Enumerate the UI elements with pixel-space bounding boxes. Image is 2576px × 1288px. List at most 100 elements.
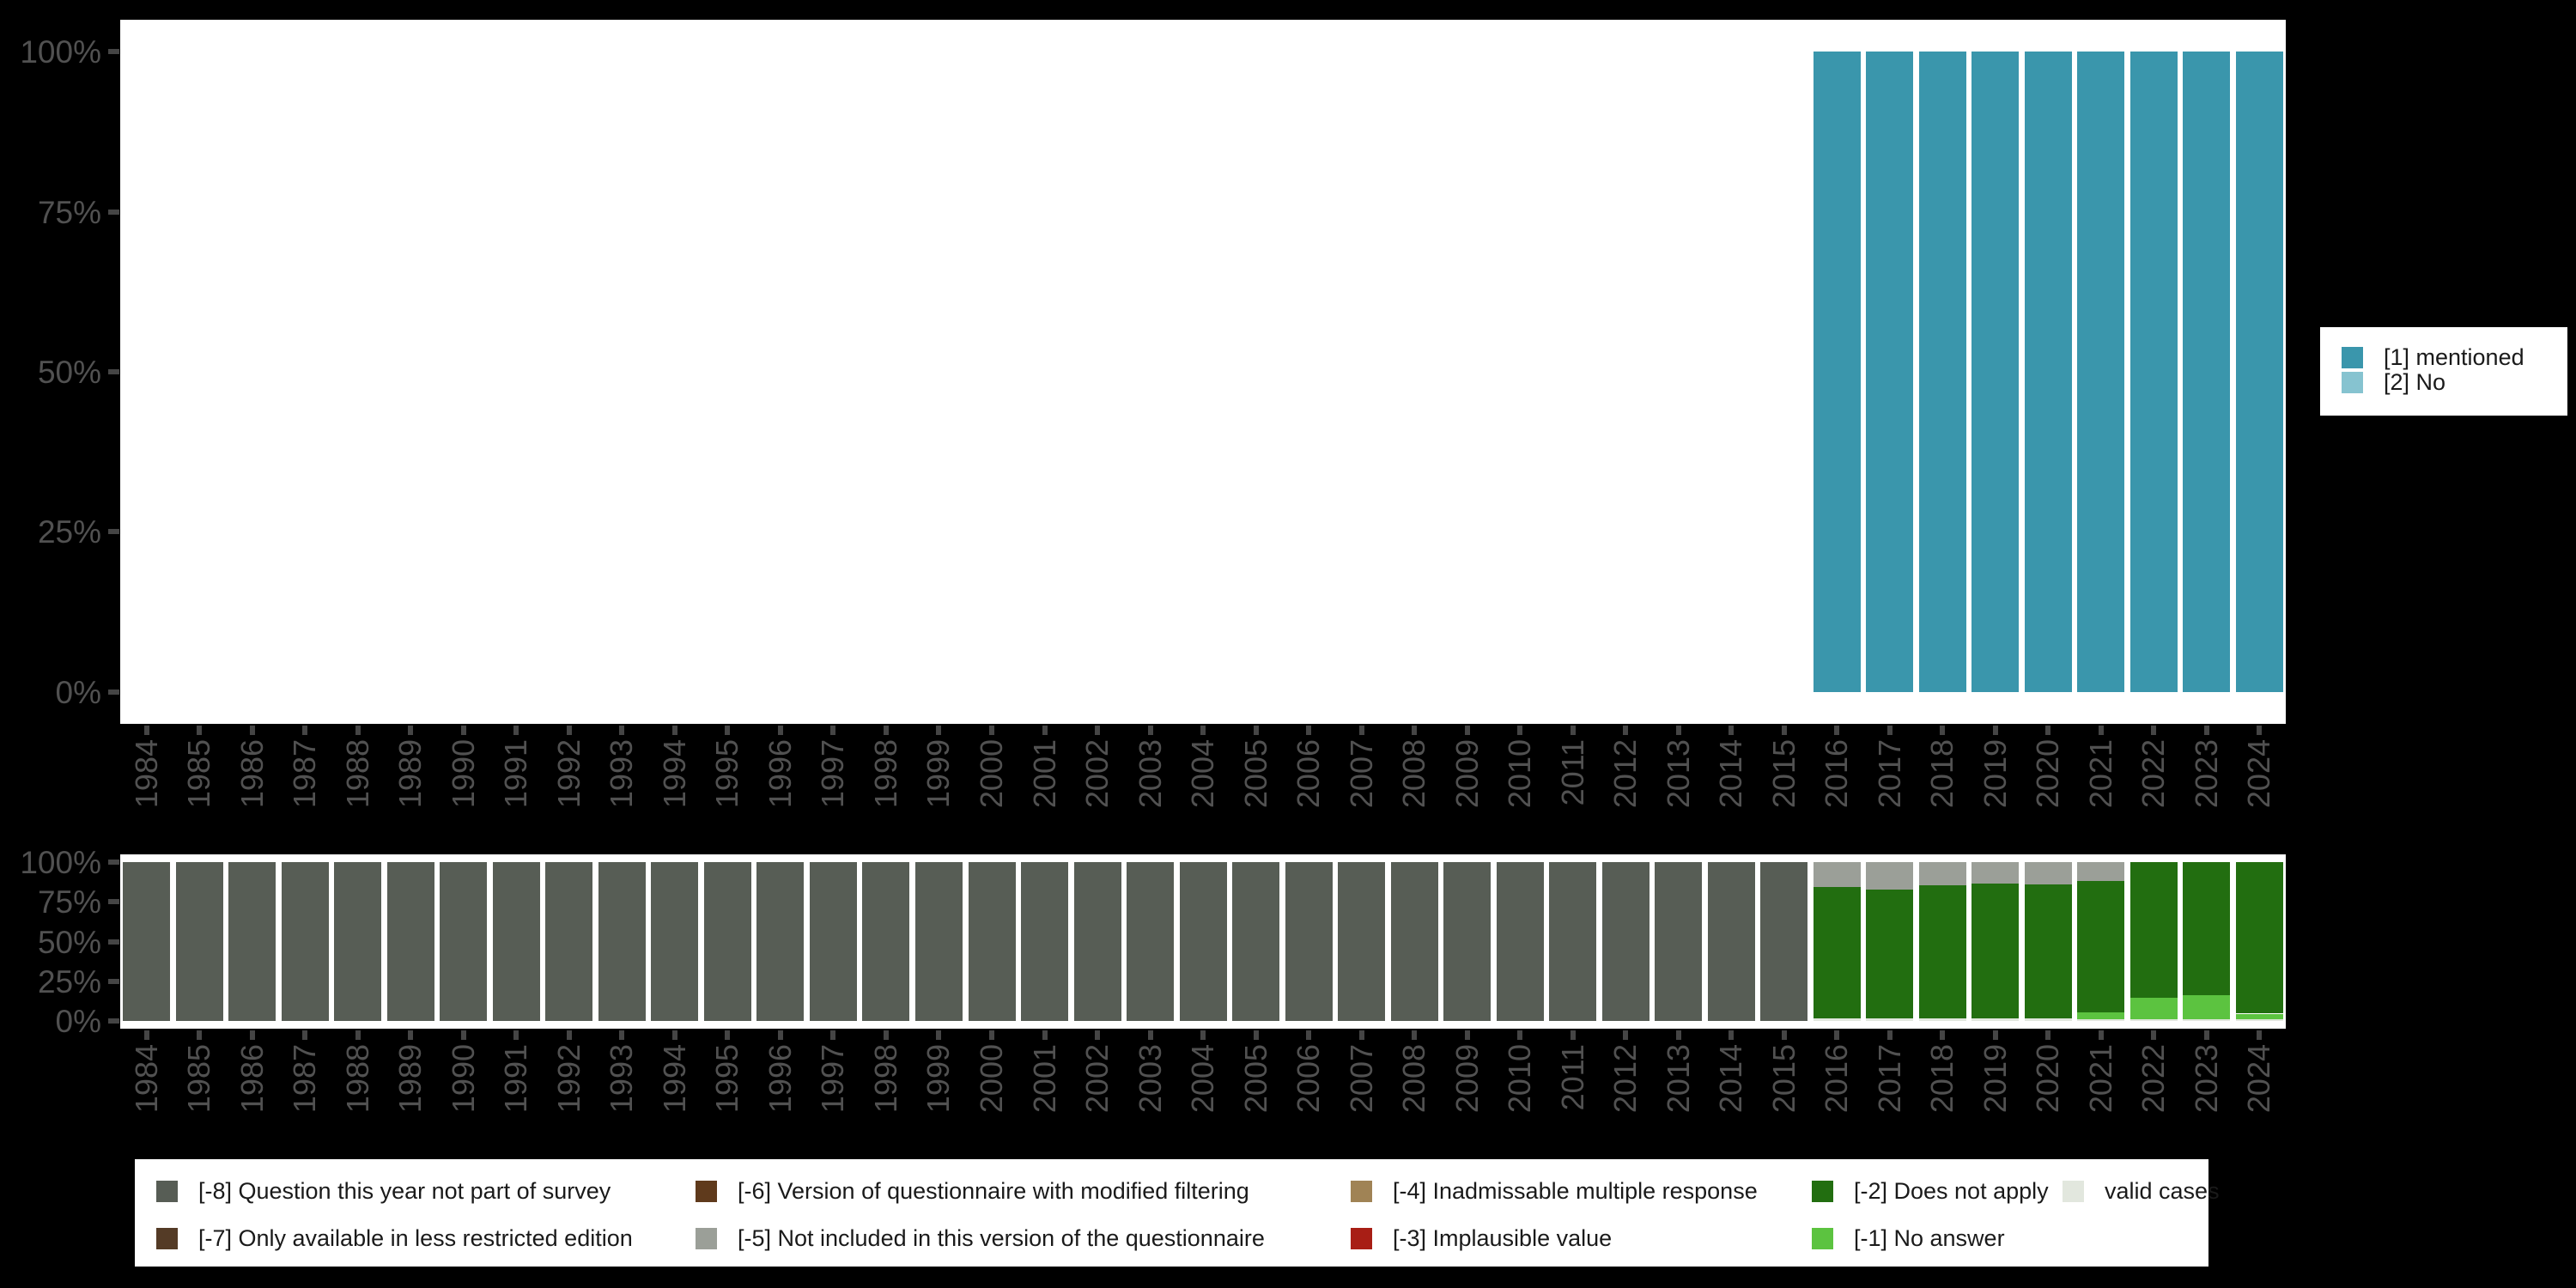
legend-label--5: [-5] Not included in this version of the… (738, 1225, 1265, 1251)
x-axis-label-1989: 1989 (392, 739, 428, 809)
legend-swatch--6 (696, 1181, 717, 1202)
x-axis-tick (1940, 1030, 1946, 1040)
legend-item--3: [-3] Implausible value (1351, 1225, 1613, 1251)
bar-2016 (1813, 1018, 1861, 1021)
y-axis-tick (108, 978, 119, 984)
x-axis-tick (1306, 1030, 1311, 1040)
y-axis-label: 50% (37, 924, 101, 960)
bar-2010 (1496, 862, 1544, 1021)
x-axis-label-1998: 1998 (867, 1044, 903, 1114)
x-axis-tick (936, 726, 942, 735)
bar-2018 (1918, 52, 1966, 692)
x-axis-label-1999: 1999 (920, 1044, 957, 1114)
legend-item--2: [-2] Does not apply (1812, 1178, 2049, 1204)
x-axis-tick (989, 1030, 994, 1040)
x-axis-label-1992: 1992 (550, 739, 586, 809)
legend-missing-codes: [-8] Question this year not part of surv… (135, 1159, 2220, 1267)
legend-item--8: [-8] Question this year not part of surv… (156, 1178, 611, 1204)
legend-swatch--3 (1351, 1228, 1372, 1249)
x-axis-tick (2203, 1030, 2209, 1040)
y-axis-tick (108, 369, 119, 374)
x-axis-label-1987: 1987 (287, 739, 323, 809)
x-axis-tick (2257, 1030, 2263, 1040)
x-axis-label-2011: 2011 (1554, 1044, 1590, 1111)
x-axis-tick (1992, 726, 1998, 735)
bar-2024 (2235, 52, 2283, 692)
x-axis-label-1997: 1997 (815, 1044, 851, 1114)
legend-item-1-mentioned: [1] mentioned (2342, 344, 2524, 370)
x-axis-tick (566, 1030, 572, 1040)
x-axis-tick (2203, 726, 2209, 735)
x-axis-tick (566, 726, 572, 735)
bar-2020 (2024, 862, 2072, 884)
legend-swatch--1 (1812, 1228, 1833, 1249)
x-axis-tick (408, 726, 414, 735)
bar-1993 (598, 862, 646, 1021)
legend-label--2: [-2] Does not apply (1854, 1178, 2049, 1204)
x-axis-label-1986: 1986 (234, 1044, 270, 1114)
x-axis-label-2006: 2006 (1291, 739, 1326, 809)
x-axis-label-2007: 2007 (1343, 739, 1379, 809)
bar-2017 (1866, 889, 1914, 1018)
y-axis-tick (108, 49, 119, 55)
legend-label--8: [-8] Question this year not part of surv… (198, 1178, 611, 1204)
bar-1992 (545, 862, 593, 1021)
x-axis-tick (1358, 1030, 1364, 1040)
bar-2004 (1179, 862, 1227, 1021)
x-axis-label-1990: 1990 (445, 1044, 481, 1114)
bar-2020 (2024, 884, 2072, 1018)
x-axis-tick (671, 726, 677, 735)
x-axis-tick (1834, 726, 1840, 735)
legend-item-2-no: [2] No (2342, 369, 2445, 395)
x-axis-tick (1200, 726, 1206, 735)
x-axis-label-2020: 2020 (2030, 739, 2066, 809)
y-axis-label: 75% (37, 194, 101, 230)
bar-2001 (1021, 862, 1068, 1021)
legend-swatch-valid (2063, 1181, 2084, 1202)
bar-1994 (651, 862, 699, 1021)
x-axis-tick (197, 1030, 203, 1040)
x-axis-tick (1992, 1030, 1998, 1040)
bar-1998 (862, 862, 910, 1021)
bar-2017 (1866, 1018, 1914, 1021)
x-axis-tick (513, 1030, 519, 1040)
x-axis-tick (725, 1030, 731, 1040)
x-axis-label-1994: 1994 (656, 1044, 692, 1114)
bar-2007 (1338, 862, 1385, 1021)
bar-2024 (2235, 1013, 2283, 1019)
x-axis-tick (1623, 726, 1629, 735)
bar-2015 (1760, 862, 1808, 1021)
x-axis-tick (2098, 1030, 2104, 1040)
x-axis-label-2003: 2003 (1132, 739, 1168, 809)
x-axis-label-2018: 2018 (1924, 739, 1960, 809)
x-axis-label-1991: 1991 (498, 1044, 534, 1114)
x-axis-tick (1095, 726, 1100, 735)
legend-label--4: [-4] Inadmissable multiple response (1393, 1178, 1758, 1204)
bar-2021 (2077, 1018, 2125, 1021)
x-axis-tick (1042, 726, 1048, 735)
x-axis-tick (1412, 1030, 1417, 1040)
x-axis-label-1992: 1992 (550, 1044, 586, 1114)
x-axis-label-1995: 1995 (709, 739, 745, 809)
bar-2024 (2235, 1018, 2283, 1021)
x-axis-label-1986: 1986 (234, 739, 270, 809)
x-axis-tick (249, 1030, 255, 1040)
bar-1989 (386, 862, 434, 1021)
bar-2006 (1285, 862, 1333, 1021)
x-axis-label-2015: 2015 (1765, 739, 1801, 809)
x-axis-tick (671, 1030, 677, 1040)
bar-2016 (1813, 886, 1861, 1018)
x-axis-tick (355, 1030, 361, 1040)
bar-2009 (1443, 862, 1492, 1021)
legend-label--3: [-3] Implausible value (1393, 1225, 1613, 1251)
bar-2013 (1655, 862, 1703, 1021)
bar-2005 (1232, 862, 1279, 1021)
legend-swatch--8 (156, 1181, 178, 1202)
x-axis-tick (1306, 726, 1311, 735)
bar-2018 (1918, 862, 1966, 885)
x-axis-tick (197, 726, 203, 735)
x-axis-label-2023: 2023 (2188, 1044, 2224, 1114)
y-axis-label: 0% (55, 1003, 101, 1039)
y-axis-label: 25% (37, 514, 101, 550)
